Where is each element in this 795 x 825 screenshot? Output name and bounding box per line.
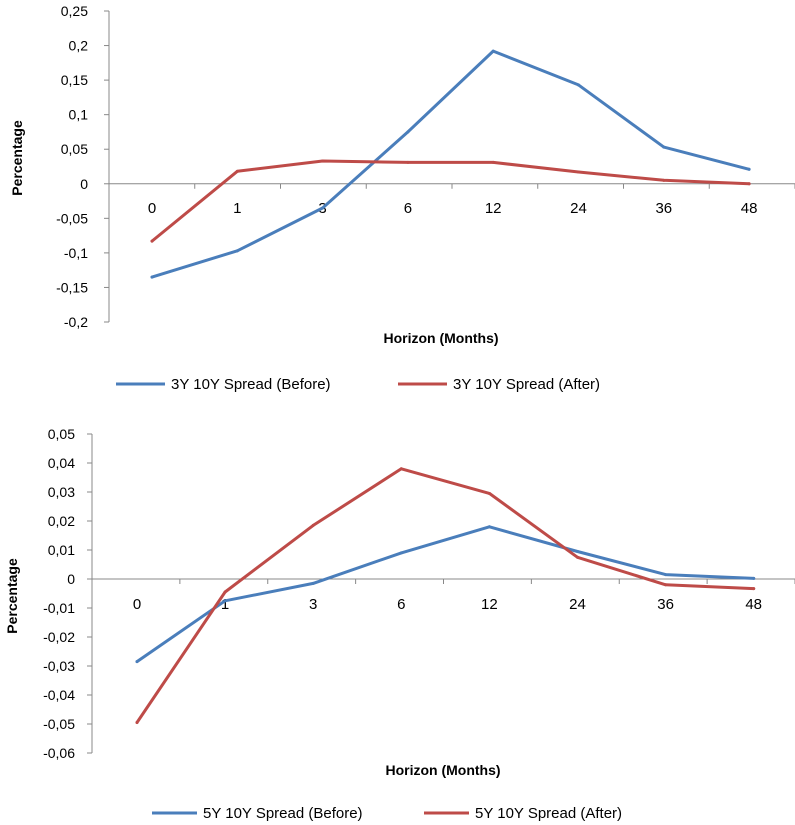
data-point <box>487 525 491 529</box>
data-point <box>135 721 139 725</box>
data-point <box>487 491 491 495</box>
data-point <box>577 170 580 174</box>
series-line-before <box>135 525 756 664</box>
data-point <box>664 583 668 587</box>
chart-3y-10y-spread: 0,25 0,2 0,15 0,1 0,05 0 -0,05 -0,1 -0,15 -0,2 0 1… <box>9 3 795 393</box>
x-tick-label: 1 <box>233 200 241 217</box>
chart-5y-10y-spread: 0,05 0,04 0,03 0,02 0,01 0 -0,01 -0,02 -0,03 -0,0… <box>4 426 795 822</box>
data-point <box>399 467 403 471</box>
data-point <box>664 573 668 577</box>
data-point <box>662 145 666 149</box>
x-tick-label: 0 <box>148 200 156 217</box>
y-tick-labels: 0,25 0,2 0,15 0,1 0,05 0 -0,05 -0,1 -0,15 -0,2 <box>56 3 88 330</box>
data-point <box>747 182 751 186</box>
data-point <box>576 555 579 559</box>
series-line-after <box>150 159 751 243</box>
data-point <box>747 167 751 171</box>
series-lines <box>135 467 756 725</box>
series-lines <box>150 49 751 279</box>
data-point <box>150 239 154 243</box>
series-line-after <box>135 467 756 724</box>
x-tick-label: 1 <box>221 596 229 613</box>
data-point <box>235 169 239 173</box>
x-axis-title: Horizon (Months) <box>385 762 500 778</box>
axes <box>87 433 795 754</box>
data-point <box>321 206 325 210</box>
x-tick-label: 6 <box>404 200 412 217</box>
data-point <box>406 130 410 134</box>
y-tick-label: -0,2 <box>64 314 88 330</box>
data-point <box>150 275 154 279</box>
data-point <box>223 599 227 603</box>
series-line-before <box>150 49 751 279</box>
x-tick-label: 36 <box>655 200 672 217</box>
x-tick-label: 12 <box>481 596 498 613</box>
y-axis-title: Percentage <box>9 120 25 196</box>
data-point <box>752 587 756 591</box>
y-tick-label: -0,15 <box>56 279 88 295</box>
x-tick-label: 24 <box>569 596 586 613</box>
data-point <box>311 523 315 527</box>
legend: 3Y 10Y Spread (Before) 3Y 10Y Spread (Aft… <box>116 376 600 393</box>
x-tick-label: 0 <box>133 596 141 613</box>
data-point <box>235 249 239 253</box>
data-point <box>752 576 756 580</box>
axes <box>104 10 795 323</box>
data-point <box>491 49 495 53</box>
x-tick-label: 48 <box>745 596 762 613</box>
data-point <box>577 83 580 87</box>
legend: 5Y 10Y Spread (Before) 5Y 10Y Spread (Aft… <box>152 805 622 822</box>
y-tick-labels: 0,05 0,04 0,03 0,02 0,01 0 -0,01 -0,02 -0,03 -0,0… <box>43 426 75 761</box>
data-point <box>662 178 666 182</box>
x-tick-label: 48 <box>741 200 758 217</box>
y-tick-label: 0,03 <box>48 484 75 500</box>
legend-label: 3Y 10Y Spread (Before) <box>171 376 331 393</box>
y-tick-label: 0,05 <box>48 426 75 442</box>
x-tick-label: 3 <box>309 596 317 613</box>
x-tick-label: 36 <box>657 596 674 613</box>
y-tick-label: -0,02 <box>43 629 75 645</box>
y-tick-label: -0,04 <box>43 687 75 703</box>
y-tick-label: 0,2 <box>69 38 89 54</box>
data-point <box>135 660 139 664</box>
legend-label: 5Y 10Y Spread (After) <box>475 805 622 822</box>
data-point <box>311 581 315 585</box>
y-tick-label: -0,03 <box>43 658 75 674</box>
y-tick-label: 0,1 <box>69 107 89 123</box>
y-tick-label: -0,01 <box>43 600 75 616</box>
x-axis-title: Horizon (Months) <box>383 330 498 346</box>
y-tick-label: -0,06 <box>43 745 75 761</box>
data-point <box>321 159 325 163</box>
y-tick-label: 0,04 <box>48 455 75 471</box>
legend-label: 5Y 10Y Spread (Before) <box>203 805 363 822</box>
y-tick-label: 0,25 <box>61 3 88 19</box>
y-tick-label: -0,05 <box>56 210 88 226</box>
y-tick-label: 0,05 <box>61 141 88 157</box>
data-point <box>491 160 495 164</box>
x-tick-label: 6 <box>397 596 405 613</box>
y-tick-label: 0 <box>67 571 75 587</box>
data-point <box>399 551 403 555</box>
data-point <box>223 590 227 594</box>
data-point <box>406 160 410 164</box>
y-tick-label: 0,01 <box>48 542 75 558</box>
y-tick-label: 0,15 <box>61 72 88 88</box>
y-axis-title: Percentage <box>4 558 20 634</box>
x-tick-label: 12 <box>485 200 502 217</box>
legend-label: 3Y 10Y Spread (After) <box>453 376 600 393</box>
y-tick-label: 0 <box>80 176 88 192</box>
data-point <box>576 549 579 553</box>
y-tick-label: -0,1 <box>64 245 88 261</box>
y-tick-label: -0,05 <box>43 716 75 732</box>
y-tick-label: 0,02 <box>48 513 75 529</box>
x-tick-label: 24 <box>570 200 587 217</box>
